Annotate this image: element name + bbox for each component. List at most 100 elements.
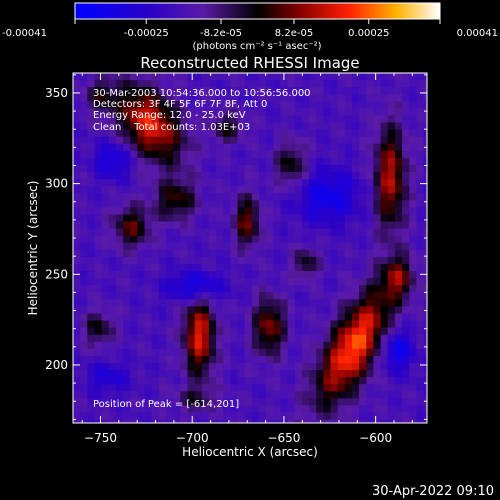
heatmap-cell — [115, 186, 124, 194]
heatmap-cell — [244, 143, 253, 152]
heatmap-cell — [416, 285, 424, 293]
heatmap-cell — [251, 384, 260, 392]
heatmap-cell — [123, 108, 131, 116]
heatmap-cell — [208, 73, 217, 81]
heatmap-cell — [144, 278, 152, 286]
heatmap-cell — [266, 320, 274, 328]
heatmap-cell — [337, 348, 346, 357]
heatmap-cell — [94, 278, 102, 286]
heatmap-cell — [237, 398, 245, 406]
heatmap-cell — [173, 94, 181, 102]
heatmap-cell — [187, 108, 195, 116]
heatmap-cell — [180, 256, 188, 265]
heatmap-cell — [123, 405, 131, 413]
heatmap-cell — [73, 348, 81, 357]
heatmap-cell — [80, 391, 88, 399]
heatmap-cell — [115, 412, 124, 420]
heatmap-cell — [259, 320, 267, 328]
heatmap-cell — [73, 377, 81, 385]
heatmap-cell — [80, 87, 88, 95]
heatmap-cell — [423, 108, 427, 116]
heatmap-cell — [115, 341, 124, 350]
heatmap-cell — [166, 334, 174, 343]
heatmap-cell — [187, 264, 195, 272]
heatmap-cell — [280, 80, 288, 88]
heatmap-cell — [330, 101, 338, 109]
heatmap-cell — [402, 235, 410, 244]
heatmap-cell — [151, 377, 160, 385]
heatmap-cell — [294, 73, 303, 81]
heatmap-cell — [359, 164, 367, 173]
heatmap-cell — [259, 313, 267, 321]
heatmap-cell — [416, 200, 424, 208]
heatmap-cell — [237, 108, 245, 116]
heatmap-cell — [359, 143, 367, 152]
heatmap-cell — [394, 108, 403, 116]
heatmap-cell — [266, 405, 274, 413]
heatmap-cell — [216, 348, 224, 357]
heatmap-cell — [123, 193, 131, 201]
heatmap-cell — [244, 221, 253, 229]
heatmap-cell — [416, 256, 424, 265]
heatmap-cell — [108, 164, 117, 173]
heatmap-cell — [344, 412, 353, 420]
heatmap-cell — [423, 377, 427, 385]
heatmap-cell — [402, 363, 410, 371]
annotation-time: 30-Mar-2003 10:54:36.000 to 10:56:56.000 — [93, 88, 311, 99]
heatmap-cell — [151, 87, 160, 95]
heatmap-cell — [259, 341, 267, 350]
heatmap-cell — [373, 306, 381, 314]
heatmap-cell — [80, 242, 88, 251]
heatmap-cell — [230, 355, 238, 364]
heatmap-cell — [130, 355, 138, 364]
heatmap-cell — [180, 193, 188, 201]
heatmap-cell — [201, 136, 210, 145]
heatmap-cell — [416, 370, 424, 378]
heatmap-cell — [244, 278, 253, 286]
heatmap-cell — [101, 363, 109, 371]
heatmap-cell — [151, 398, 160, 406]
colorbar-tick-label: -8.2e-05 — [200, 28, 242, 39]
heatmap-cell — [352, 363, 360, 371]
heatmap-cell — [431, 172, 438, 179]
heatmap-cell — [352, 341, 360, 350]
heatmap-cell — [108, 278, 117, 286]
heatmap-cell — [316, 334, 324, 343]
heatmap-cell — [402, 384, 410, 392]
heatmap-cell — [431, 151, 438, 158]
heatmap-cell — [359, 278, 367, 286]
heatmap-cell — [337, 320, 346, 328]
heatmap-cell — [431, 222, 438, 229]
heatmap-cell — [73, 398, 81, 406]
heatmap-cell — [352, 80, 360, 88]
heatmap-cell — [208, 94, 217, 102]
colorbar-tick-label: 0.00041 — [457, 28, 498, 39]
heatmap-cell — [259, 200, 267, 208]
heatmap-cell — [145, 427, 152, 434]
heatmap-cell — [259, 193, 267, 201]
heatmap-cell — [380, 313, 388, 321]
heatmap-cell — [409, 412, 417, 420]
heatmap-cell — [158, 292, 167, 300]
heatmap-cell — [180, 108, 188, 116]
heatmap-cell — [115, 327, 124, 335]
heatmap-cell — [387, 235, 396, 244]
heatmap-cell — [73, 221, 81, 229]
heatmap-cell — [394, 193, 403, 201]
heatmap-cell — [387, 186, 396, 194]
heatmap-cell — [287, 370, 295, 378]
heatmap-cell — [151, 278, 160, 286]
heatmap-cell — [180, 377, 188, 385]
heatmap-cell — [130, 179, 138, 187]
heatmap-cell — [187, 221, 195, 229]
heatmap-cell — [259, 398, 267, 406]
heatmap-cell — [115, 214, 124, 222]
heatmap-cell — [180, 228, 188, 236]
heatmap-cell — [431, 144, 438, 151]
heatmap-cell — [294, 108, 303, 116]
heatmap-cell — [87, 285, 95, 293]
heatmap-cell — [108, 363, 117, 371]
heatmap-cell — [208, 419, 217, 423]
heatmap-cell — [223, 264, 231, 272]
heatmap-cell — [344, 108, 353, 116]
